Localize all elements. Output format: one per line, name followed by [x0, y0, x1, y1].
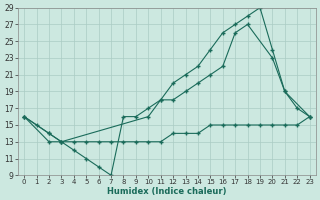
X-axis label: Humidex (Indice chaleur): Humidex (Indice chaleur)	[107, 187, 227, 196]
